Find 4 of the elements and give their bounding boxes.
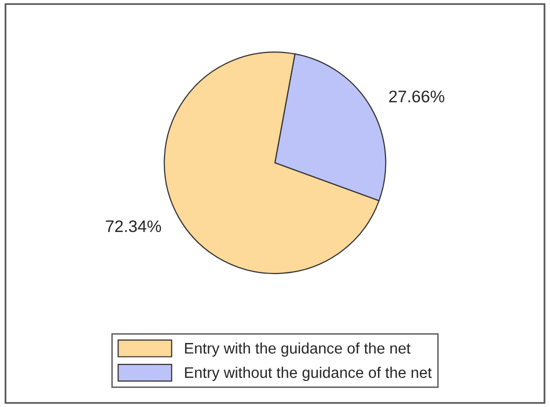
data-label: 27.66% xyxy=(389,90,444,102)
legend-label: Entry with the guidance of the net xyxy=(185,342,411,357)
data-label: 72.34% xyxy=(106,220,162,232)
legend-label: Entry without the guidance of the net xyxy=(185,366,432,381)
